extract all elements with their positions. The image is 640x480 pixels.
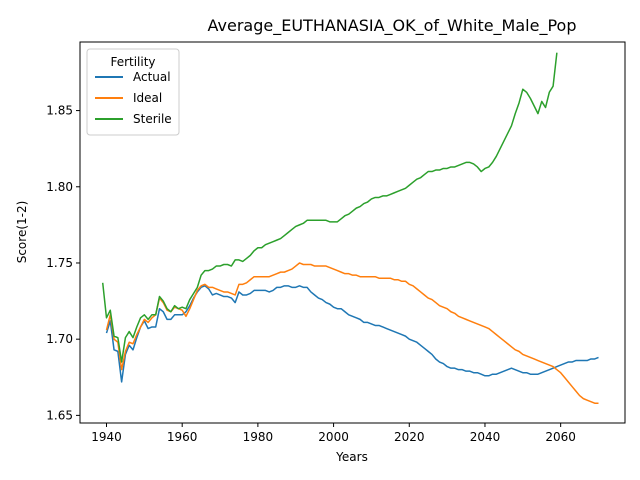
x-tick-label: 2000 (318, 430, 349, 444)
series-line-actual (105, 285, 599, 383)
series-lines (101, 52, 599, 404)
legend-label-actual: Actual (133, 70, 171, 84)
x-tick-label: 2040 (470, 430, 501, 444)
y-tick-label: 1.70 (46, 332, 73, 346)
legend-label-ideal: Ideal (133, 91, 162, 105)
series-line-ideal (105, 262, 599, 404)
legend-label-sterile: Sterile (133, 112, 172, 126)
legend-box (86, 48, 180, 136)
x-tick-label: 1940 (91, 430, 122, 444)
y-tick-label: 1.65 (46, 408, 73, 422)
y-axis-label: Score(1-2) (15, 201, 29, 264)
x-tick-label: 1960 (167, 430, 198, 444)
x-tick-label: 2060 (545, 430, 576, 444)
x-tick-label: 2020 (394, 430, 425, 444)
y-tick-label: 1.85 (46, 104, 73, 118)
chart-title: Average_EUTHANASIA_OK_of_White_Male_Pop (208, 16, 577, 36)
x-axis-label: Years (335, 450, 368, 464)
y-tick-label: 1.80 (46, 180, 73, 194)
legend-title: Fertility (110, 55, 155, 69)
x-tick-label: 1980 (243, 430, 274, 444)
legend: Fertility Actual Ideal Sterile (86, 48, 180, 136)
plot-frame (79, 41, 626, 424)
y-axis-ticks: 1.65 1.70 1.75 1.80 1.85 (46, 104, 80, 422)
series-line-sterile (101, 52, 558, 363)
x-axis-ticks: 1940 1960 1980 2000 2020 2040 2060 (91, 423, 576, 444)
y-tick-label: 1.75 (46, 256, 73, 270)
